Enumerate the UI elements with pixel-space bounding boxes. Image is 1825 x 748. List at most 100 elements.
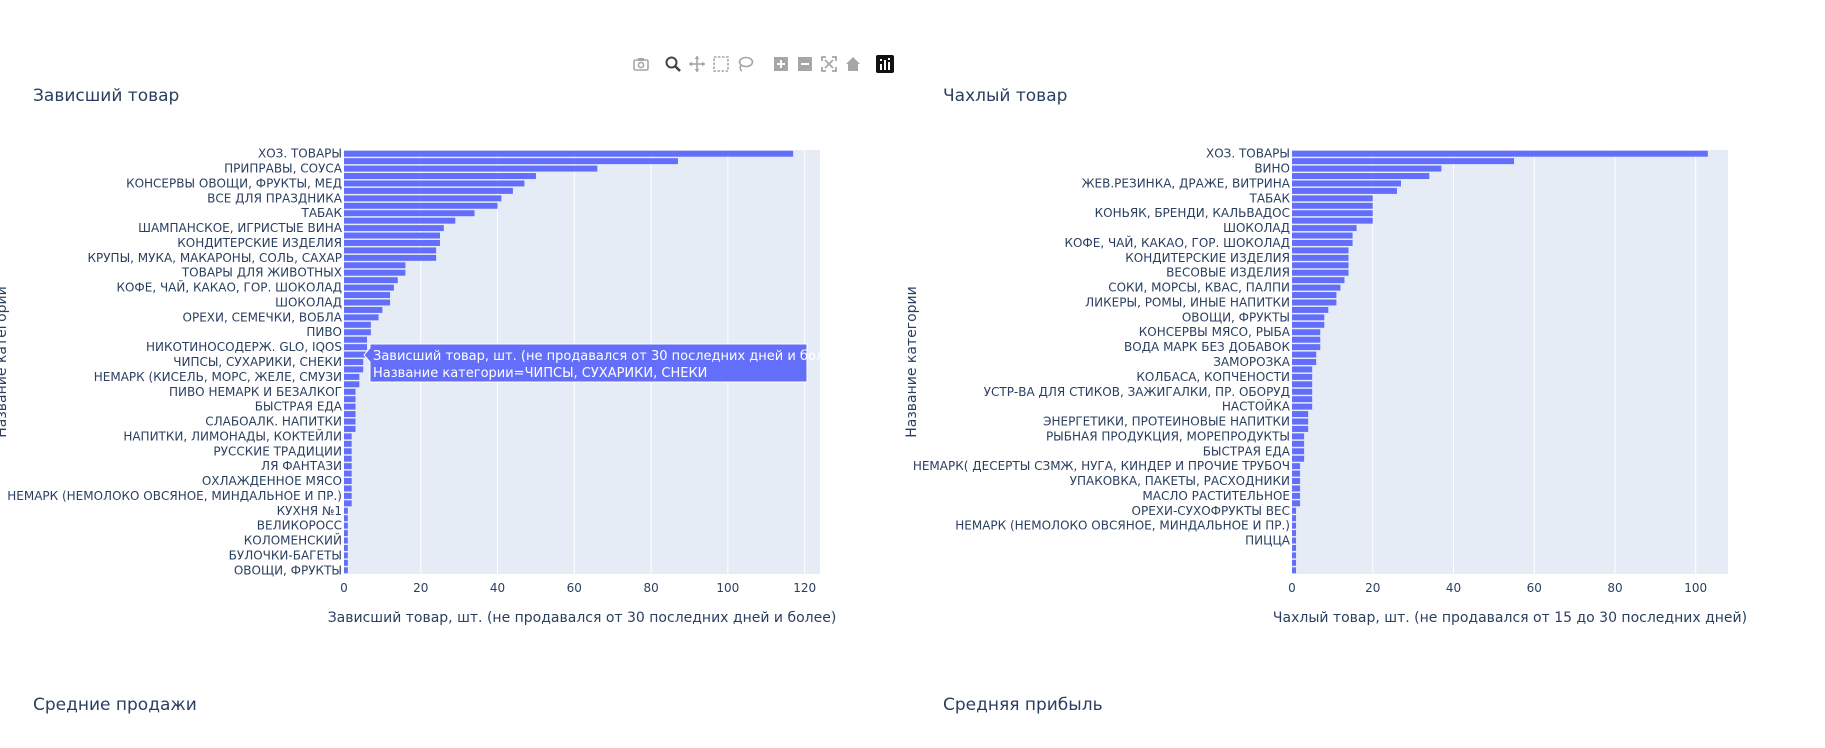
bar[interactable] <box>1292 448 1305 455</box>
bar[interactable] <box>344 403 356 410</box>
bar[interactable] <box>344 150 794 157</box>
bar[interactable] <box>344 299 391 306</box>
bar[interactable] <box>344 217 456 224</box>
bar[interactable] <box>344 478 352 484</box>
bar[interactable] <box>1292 552 1297 559</box>
bar[interactable] <box>1292 195 1373 202</box>
bar[interactable] <box>1292 455 1305 462</box>
bar[interactable] <box>344 537 348 544</box>
bar[interactable] <box>344 284 394 291</box>
bar[interactable] <box>344 158 678 165</box>
box-select-icon[interactable] <box>712 55 730 73</box>
camera-icon[interactable] <box>632 55 650 73</box>
bar[interactable] <box>344 507 348 514</box>
bar[interactable] <box>344 470 352 477</box>
bar[interactable] <box>344 448 352 455</box>
bar[interactable] <box>344 336 368 343</box>
bar[interactable] <box>1292 359 1317 365</box>
bar[interactable] <box>344 418 356 425</box>
bar[interactable] <box>1292 515 1297 522</box>
bar[interactable] <box>1292 321 1325 328</box>
bar[interactable] <box>1292 284 1341 291</box>
bar[interactable] <box>344 173 536 180</box>
bar[interactable] <box>344 492 352 499</box>
bar[interactable] <box>1292 262 1349 269</box>
bar[interactable] <box>1292 396 1313 403</box>
bar[interactable] <box>344 210 475 217</box>
bar[interactable] <box>344 195 502 202</box>
bar[interactable] <box>1292 567 1297 574</box>
bar[interactable] <box>1292 344 1321 351</box>
zoom-out-icon[interactable] <box>796 55 814 73</box>
bar[interactable] <box>1292 173 1430 180</box>
bar[interactable] <box>1292 373 1313 380</box>
bar[interactable] <box>344 559 348 566</box>
bar[interactable] <box>1292 507 1297 514</box>
bar[interactable] <box>344 225 444 232</box>
bar[interactable] <box>1292 299 1337 306</box>
bar[interactable] <box>344 552 348 559</box>
bar[interactable] <box>1292 180 1401 187</box>
bar[interactable] <box>344 381 360 388</box>
bar[interactable] <box>344 247 437 254</box>
bar[interactable] <box>1292 165 1442 172</box>
bar[interactable] <box>1292 202 1373 209</box>
bar[interactable] <box>1292 351 1317 358</box>
bar[interactable] <box>1292 403 1313 410</box>
bar[interactable] <box>344 530 348 537</box>
bar[interactable] <box>1292 232 1353 239</box>
bar[interactable] <box>1292 150 1708 157</box>
reset-axes-icon[interactable] <box>844 55 862 73</box>
bar[interactable] <box>1292 537 1297 544</box>
bar[interactable] <box>344 396 356 403</box>
bar[interactable] <box>344 187 513 194</box>
bar[interactable] <box>1292 366 1313 373</box>
bar[interactable] <box>344 567 348 574</box>
bar[interactable] <box>1292 247 1349 254</box>
bar[interactable] <box>344 165 598 172</box>
bar[interactable] <box>344 344 368 351</box>
bar[interactable] <box>1292 433 1305 440</box>
bar[interactable] <box>344 500 352 507</box>
bar[interactable] <box>344 351 368 358</box>
bar[interactable] <box>1292 470 1301 477</box>
bar[interactable] <box>1292 522 1297 529</box>
bar[interactable] <box>344 373 360 380</box>
bar[interactable] <box>344 359 364 365</box>
bar[interactable] <box>344 366 364 373</box>
bar[interactable] <box>344 254 437 261</box>
bar[interactable] <box>1292 240 1353 246</box>
bar[interactable] <box>1292 544 1297 551</box>
bar[interactable] <box>344 544 348 551</box>
plotly-logo-icon[interactable] <box>876 55 894 73</box>
bar[interactable] <box>344 306 383 313</box>
bar[interactable] <box>344 329 371 336</box>
bar[interactable] <box>344 202 498 209</box>
bar[interactable] <box>344 411 356 418</box>
bar[interactable] <box>1292 158 1515 165</box>
bar[interactable] <box>1292 277 1345 284</box>
bar[interactable] <box>1292 329 1321 336</box>
bar[interactable] <box>1292 500 1301 507</box>
bar[interactable] <box>344 515 348 522</box>
bar[interactable] <box>1292 492 1301 499</box>
zoom-icon[interactable] <box>664 55 682 73</box>
bar[interactable] <box>1292 292 1337 299</box>
bar[interactable] <box>344 440 352 447</box>
bar[interactable] <box>1292 187 1397 194</box>
bar[interactable] <box>1292 210 1373 217</box>
bar[interactable] <box>344 277 398 284</box>
pan-icon[interactable] <box>688 55 706 73</box>
zoom-in-icon[interactable] <box>772 55 790 73</box>
bar[interactable] <box>344 292 391 299</box>
bar[interactable] <box>344 425 356 432</box>
bar[interactable] <box>344 455 352 462</box>
bar[interactable] <box>1292 381 1313 388</box>
bar[interactable] <box>344 269 406 276</box>
bar[interactable] <box>1292 530 1297 537</box>
bar[interactable] <box>344 240 440 246</box>
bar[interactable] <box>344 321 371 328</box>
bar[interactable] <box>344 314 379 321</box>
bar[interactable] <box>344 463 352 470</box>
bar[interactable] <box>344 180 525 187</box>
